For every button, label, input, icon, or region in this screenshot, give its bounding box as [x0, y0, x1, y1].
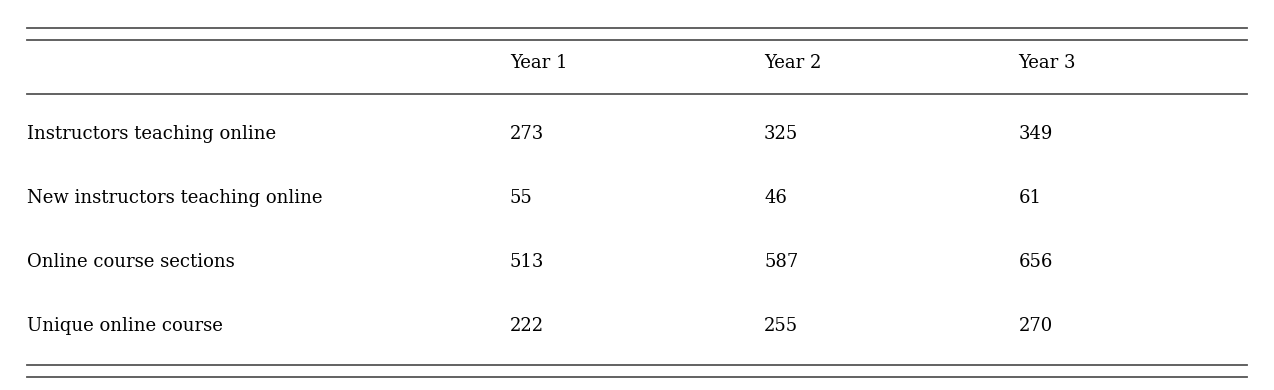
Text: Instructors teaching online: Instructors teaching online: [27, 125, 276, 143]
Text: Year 2: Year 2: [764, 54, 822, 72]
Text: 270: 270: [1018, 317, 1052, 335]
Text: 222: 222: [510, 317, 544, 335]
Text: 349: 349: [1018, 125, 1052, 143]
Text: 656: 656: [1018, 253, 1052, 271]
Text: New instructors teaching online: New instructors teaching online: [27, 189, 322, 207]
Text: 255: 255: [764, 317, 799, 335]
Text: Unique online course: Unique online course: [27, 317, 223, 335]
Text: Online course sections: Online course sections: [27, 253, 234, 271]
Text: 513: 513: [510, 253, 544, 271]
Text: 325: 325: [764, 125, 799, 143]
Text: Year 3: Year 3: [1018, 54, 1075, 72]
Text: 61: 61: [1018, 189, 1041, 207]
Text: Year 1: Year 1: [510, 54, 567, 72]
Text: 46: 46: [764, 189, 787, 207]
Text: 55: 55: [510, 189, 533, 207]
Text: 273: 273: [510, 125, 544, 143]
Text: 587: 587: [764, 253, 799, 271]
